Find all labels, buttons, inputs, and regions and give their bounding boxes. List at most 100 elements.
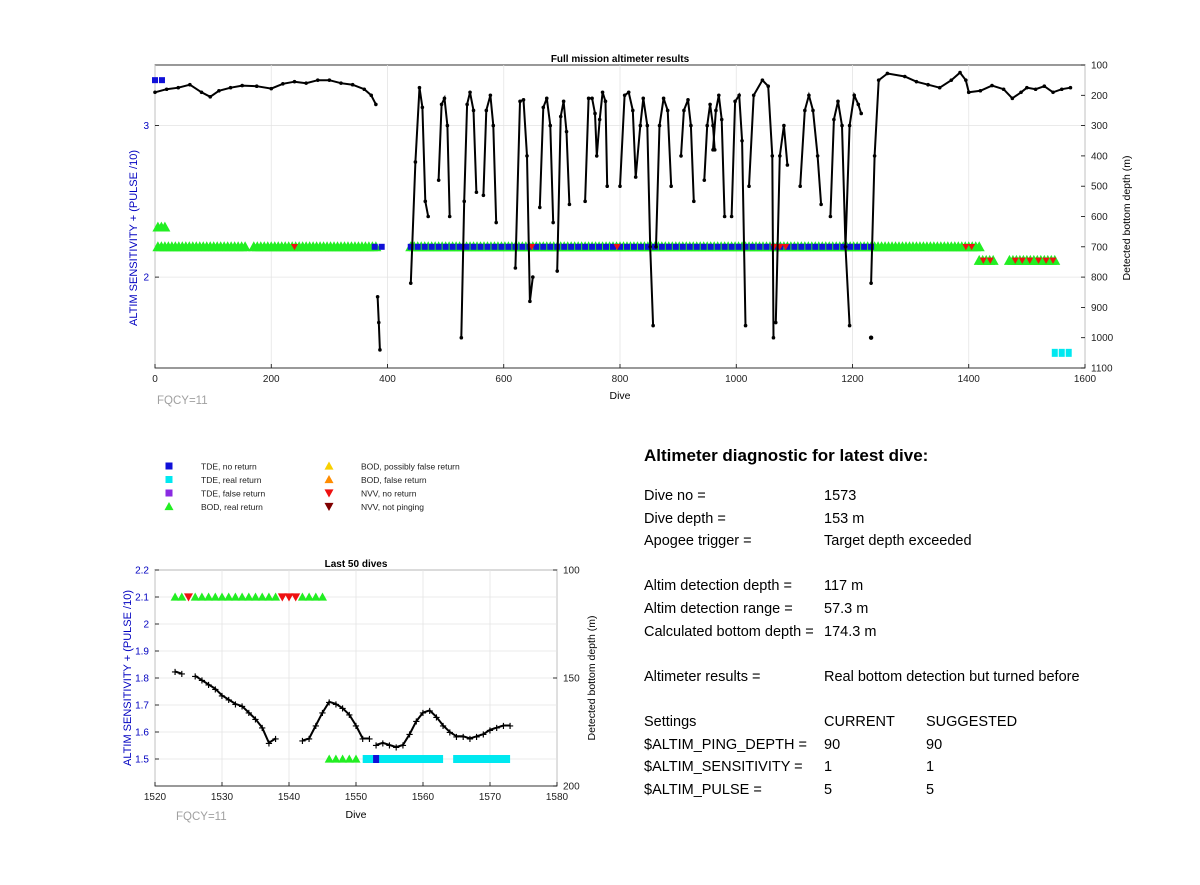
bod-real-return-marker [257,592,267,601]
tde-no-return-marker [435,243,442,250]
depth-point: + [338,704,346,715]
depth-point [803,108,807,113]
depth-point [630,108,635,113]
depth-point [597,117,602,122]
depth-point [876,78,881,82]
right-tick-label: 900 [1091,303,1108,314]
tde-no-return-marker [533,243,540,250]
dive-number-value: 1573 [824,488,857,504]
legend-label: TDE, real return [201,475,262,485]
depth-line [619,90,655,326]
dive-depth-value: 153 m [824,510,865,527]
depth-point [525,154,529,158]
bod-real-return-marker [204,592,214,601]
ping-depth-suggested: 90 [926,736,943,753]
altimeter-results-row: Altimeter results = Real bottom detectio… [644,669,1164,692]
depth-point [199,90,204,95]
depth-point [164,87,169,92]
x-tick-label: 200 [263,374,280,385]
depth-point [843,245,848,249]
depth-point [593,111,597,116]
mission-chart: 0 200 400 600 800 1000 1200 1400 1600 2 3 100 200 300… [128,54,1133,407]
left-tick-label: 2 [143,273,149,284]
legend-label: TDE, no return [201,462,257,472]
calculated-depth-row: Calculated bottom depth = 174.3 m [644,624,1164,647]
last-dives-fqcy-annotation: FQCY=11 [176,811,227,823]
apogee-trigger-value: Target depth exceeded [824,533,972,550]
depth-point [782,123,786,128]
depth-point: + [211,684,219,695]
depth-point: + [318,708,326,719]
depth-point: + [466,734,474,745]
depth-point [737,93,741,98]
depth-point [1059,87,1064,92]
depth-point [872,154,877,158]
bod-real-return-marker [251,592,260,601]
depth-point: + [325,697,333,708]
depth-point: + [312,721,320,732]
right-tick-label: 200 [1091,91,1108,102]
depth-point [531,275,535,279]
nvv-no-return-marker [986,257,994,264]
left-tick-label: 1.5 [135,755,149,766]
depth-point [766,84,771,89]
last-dives-right-axis-label: Detected bottom depth (m) [586,616,598,741]
left-tick-label: 1.9 [135,647,149,658]
depth-point [840,123,844,128]
depth-point [413,160,418,164]
marker-legend: TDE, no return TDE, real return TDE, false… [164,461,460,512]
depth-line [375,709,511,749]
tde-no-return-marker [847,243,854,250]
tde-no-return-marker [700,243,707,250]
nvv-no-return-marker [962,244,970,251]
depth-point [558,114,563,119]
tde-no-return-marker [693,243,700,250]
depth-point [548,123,553,128]
depth-point [484,108,489,113]
depth-point [740,138,744,143]
right-tick-label: 500 [1091,182,1108,193]
right-tick-label: 1100 [1091,364,1113,375]
legend-triangle-up-marker [164,502,174,511]
depth-point: + [419,708,427,719]
nvv-no-return-marker [284,593,294,602]
tde-no-return-marker [812,243,819,250]
tde-no-return-marker [603,243,610,250]
detection-range-row: Altim detection range = 57.3 m [644,601,1164,624]
bod-real-return-marker [210,592,220,601]
depth-point [474,190,479,195]
tde-no-return-marker [721,243,728,250]
depth-point [468,90,472,95]
depth-point [465,102,469,107]
left-tick-label: 2.2 [135,566,149,577]
nvv-no-return-marker [1026,257,1034,264]
depth-point: + [238,702,246,713]
depth-point [586,96,591,101]
bod-real-return-marker [331,754,341,763]
depth-point: + [399,740,407,751]
depth-point [626,90,631,95]
depth-point [847,123,852,128]
depth-point: + [352,721,360,732]
tde-no-return-marker [152,77,158,84]
depth-point [914,79,919,84]
calculated-depth-label: Calculated bottom depth = [644,623,814,640]
bod-real-return-marker [177,592,187,601]
depth-point [771,335,776,340]
bod-real-return-marker [190,592,200,601]
depth-point [551,220,555,225]
depth-point: + [345,710,353,721]
depth-point [692,199,696,204]
settings-header: Settings [644,713,697,730]
x-tick-label: 1580 [546,792,569,803]
depth-point [423,199,428,204]
tde-no-return-marker [805,243,812,250]
depth-point: + [405,730,413,741]
bod-real-return-marker [351,754,361,763]
depth-point [665,108,670,113]
depth-point [669,184,673,188]
tde-no-return-marker [798,243,805,250]
depth-point [374,102,378,107]
dive-depth-label: Dive depth = [644,510,726,527]
depth-point [1051,90,1055,95]
